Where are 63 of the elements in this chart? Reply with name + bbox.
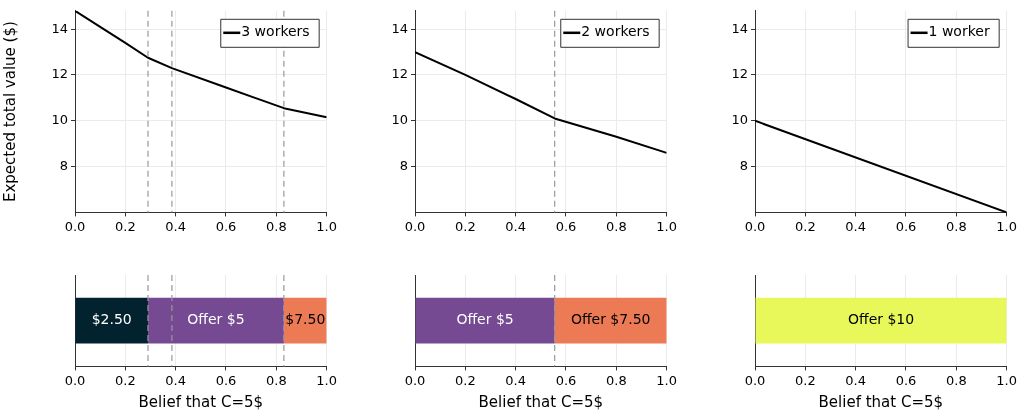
x-tick-label: 0.6 bbox=[215, 372, 237, 388]
y-tick-label: 14 bbox=[731, 20, 748, 36]
x-tick-label: 0.2 bbox=[794, 218, 816, 234]
x-tick-label: 0.0 bbox=[744, 218, 766, 234]
y-tick-label: 8 bbox=[399, 157, 408, 173]
x-tick-label: 0.6 bbox=[215, 218, 237, 234]
y-tick-label: 12 bbox=[51, 66, 68, 82]
x-axis-title: Belief that C=5$ bbox=[818, 392, 944, 411]
x-tick-label: 0.0 bbox=[744, 372, 766, 388]
y-tick-label: 8 bbox=[59, 157, 68, 173]
y-tick-label: 12 bbox=[391, 66, 408, 82]
x-tick-label: 0.4 bbox=[505, 218, 527, 234]
x-tick-label: 0.8 bbox=[605, 372, 627, 388]
series-label: $7.50 bbox=[285, 311, 326, 328]
x-tick-label: 1.0 bbox=[656, 372, 678, 388]
x-tick-label: 1.0 bbox=[996, 218, 1018, 234]
x-tick-label: 1.0 bbox=[316, 372, 338, 388]
x-tick-label: 1.0 bbox=[316, 218, 338, 234]
x-tick-label: 0.8 bbox=[945, 372, 967, 388]
y-tick-label: 10 bbox=[731, 112, 748, 128]
x-axis-title: Belief that C=5$ bbox=[478, 392, 604, 411]
x-tick-label: 1.0 bbox=[656, 218, 678, 234]
y-tick-label: 10 bbox=[391, 112, 408, 128]
x-tick-label: 0.4 bbox=[845, 218, 867, 234]
legend-label: 1 worker bbox=[928, 23, 990, 40]
x-tick-label: 0.2 bbox=[114, 372, 136, 388]
x-tick-label: 0.8 bbox=[605, 218, 627, 234]
y-axis-title: Expected total value ($) bbox=[0, 21, 19, 203]
x-tick-label: 0.8 bbox=[265, 372, 287, 388]
y-tick-label: 8 bbox=[739, 157, 748, 173]
x-tick-label: 0.6 bbox=[555, 372, 577, 388]
y-tick-label: 12 bbox=[731, 66, 748, 82]
x-tick-label: 0.4 bbox=[845, 372, 867, 388]
series-label: $2.50 bbox=[91, 311, 132, 328]
x-tick-label: 0.4 bbox=[505, 372, 527, 388]
x-tick-label: 0.4 bbox=[165, 372, 187, 388]
x-tick-label: 0.2 bbox=[454, 218, 476, 234]
legend-label: 2 workers bbox=[581, 23, 650, 40]
x-tick-label: 0.0 bbox=[64, 372, 86, 388]
x-tick-label: 0.2 bbox=[794, 372, 816, 388]
x-axis-title: Belief that C=5$ bbox=[138, 392, 264, 411]
x-tick-label: 0.6 bbox=[895, 372, 917, 388]
series-label: Offer $7.50 bbox=[570, 311, 651, 328]
y-tick-label: 10 bbox=[51, 112, 68, 128]
x-tick-label: 0.0 bbox=[404, 218, 426, 234]
x-tick-label: 0.8 bbox=[945, 218, 967, 234]
series-label: Offer $5 bbox=[456, 311, 514, 328]
legend-label: 3 workers bbox=[241, 23, 310, 40]
x-tick-label: 0.8 bbox=[265, 218, 287, 234]
bar bbox=[147, 297, 284, 344]
y-tick-label: 14 bbox=[51, 20, 68, 36]
x-tick-label: 0.6 bbox=[895, 218, 917, 234]
y-tick-label: 14 bbox=[391, 20, 408, 36]
bar bbox=[75, 297, 148, 344]
series-label: Offer $5 bbox=[187, 311, 245, 328]
x-tick-label: 0.0 bbox=[404, 372, 426, 388]
x-tick-label: 1.0 bbox=[996, 372, 1018, 388]
x-tick-label: 0.2 bbox=[454, 372, 476, 388]
x-tick-label: 0.2 bbox=[114, 218, 136, 234]
x-tick-label: 0.6 bbox=[555, 218, 577, 234]
x-tick-label: 0.0 bbox=[64, 218, 86, 234]
series-label: Offer $10 bbox=[847, 311, 915, 328]
x-tick-label: 0.4 bbox=[165, 218, 187, 234]
